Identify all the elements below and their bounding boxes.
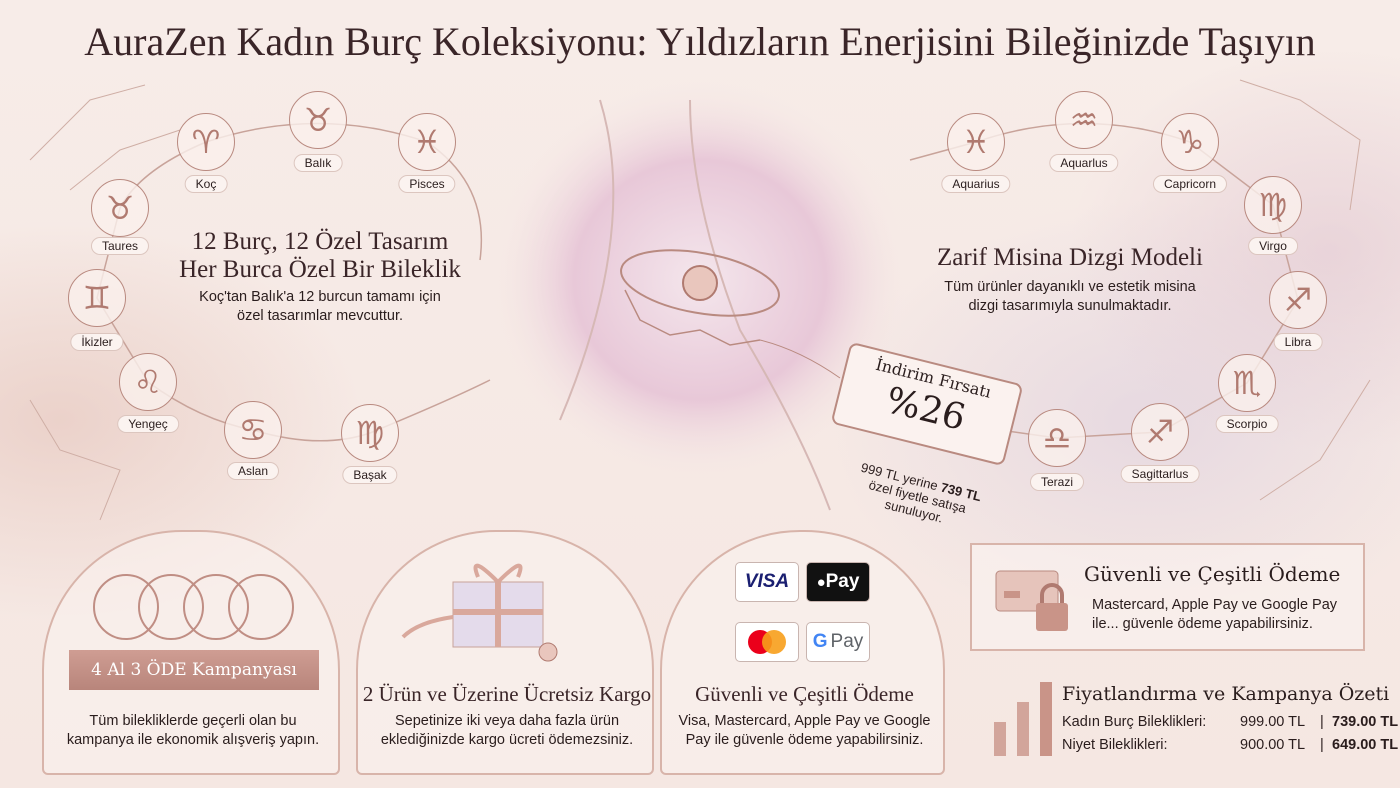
- pricing-row: Niyet Bileklikleri: 900.00 TL | 649.00 TL: [1062, 737, 1398, 757]
- apple-icon: ●: [816, 573, 826, 591]
- zodiac-sign-icon[interactable]: ♐︎: [1131, 403, 1189, 461]
- card-lock-icon: [995, 570, 1068, 631]
- pricing-row: Kadın Burç Bileklikleri: 999.00 TL | 739.00…: [1062, 714, 1398, 734]
- left-text-block: 12 Burç, 12 Özel Tasarım Her Burca Özel …: [160, 228, 480, 326]
- pricing-name: Niyet Bileklikleri:: [1062, 737, 1168, 753]
- payment-heading: Güvenli ve Çeşitli Ödeme: [695, 682, 914, 706]
- google-g-icon: G: [812, 631, 828, 652]
- payment-desc-2: Pay ile güvenle ödeme yapabilirsiniz.: [685, 732, 924, 748]
- zodiac-label: Taures: [90, 237, 150, 255]
- zodiac-sign-icon[interactable]: ♓︎: [398, 113, 456, 171]
- zodiac-label: Sagittarlus: [1120, 465, 1200, 483]
- shipping-heading: 2 Ürün ve Üzerine Ücretsiz Kargo: [362, 682, 652, 706]
- pricing-heading: Fiyatlandırma ve Kampanya Özeti: [1062, 683, 1390, 705]
- zodiac-label: Capricorn: [1152, 175, 1228, 193]
- zodiac-sign-icon[interactable]: ♊︎: [68, 269, 126, 327]
- campaign-card: 4 Al 3 ÖDE Kampanyası Tüm bilekliklerde …: [42, 530, 340, 775]
- zodiac-sign-icon[interactable]: ♍︎: [341, 404, 399, 462]
- zodiac-sign-icon[interactable]: ♍︎: [1244, 176, 1302, 234]
- zodiac-label: Yengeç: [117, 415, 179, 433]
- zodiac-sign-icon[interactable]: ♎︎: [1028, 409, 1086, 467]
- zodiac-sign-icon[interactable]: ♒︎: [1055, 91, 1113, 149]
- left-heading-1: 12 Burç, 12 Özel Tasarım: [191, 228, 449, 255]
- pricing-old: 999.00 TL: [1240, 714, 1306, 730]
- pricing-sep: |: [1320, 714, 1324, 730]
- zodiac-label: Koç: [184, 175, 228, 193]
- right-desc-2: dizgi tasarımıyla sunulmaktadır.: [968, 298, 1172, 314]
- zodiac-label: Aquarlus: [1049, 154, 1119, 172]
- payment-card: VISA ● Pay G Pay Güvenli ve Çeşitli Ödeme …: [660, 530, 945, 775]
- zodiac-sign-icon[interactable]: ♌︎: [119, 353, 177, 411]
- secure-heading: Güvenli ve Çeşitli Ödeme: [1084, 562, 1341, 586]
- apple-pay-logo: ● Pay: [806, 562, 870, 602]
- campaign-desc-1: Tüm bilekliklerde geçerli olan bu: [89, 713, 297, 729]
- zodiac-label: Virgo: [1248, 237, 1298, 255]
- secure-payment-box: Güvenli ve Çeşitli Ödeme Mastercard, App…: [970, 543, 1365, 651]
- secure-desc-2: ile... güvenle ödeme yapabilirsiniz.: [1092, 616, 1313, 632]
- zodiac-label: Libra: [1273, 333, 1323, 351]
- pricing-summary: Fiyatlandırma ve Kampanya Özeti Kadın Bu…: [990, 680, 1398, 760]
- payment-desc-1: Visa, Mastercard, Apple Pay ve Google: [678, 713, 931, 729]
- gift-box-icon: [401, 563, 558, 662]
- shipping-desc-1: Sepetinize iki veya daha fazla ürün: [394, 713, 620, 729]
- shipping-desc-2: eklediğinizde kargo ücreti ödemezsiniz.: [380, 732, 634, 748]
- zodiac-sign-icon[interactable]: ♈︎: [177, 113, 235, 171]
- zodiac-label: Terazi: [1029, 473, 1085, 491]
- zodiac-label: Aslan: [226, 462, 280, 480]
- zodiac-label: Başak: [342, 466, 398, 484]
- left-desc-2: özel tasarımlar mevcuttur.: [237, 308, 403, 324]
- zodiac-label: İkizler: [70, 333, 124, 351]
- zodiac-label: Pisces: [398, 175, 456, 193]
- visa-logo: VISA: [735, 562, 799, 602]
- campaign-desc-2: kampanya ile ekonomik alışveriş yapın.: [66, 732, 320, 748]
- right-heading: Zarif Misina Dizgi Modeli: [937, 244, 1203, 271]
- gpay-text: Pay: [830, 631, 864, 652]
- zodiac-sign-icon[interactable]: ♓︎: [947, 113, 1005, 171]
- zodiac-label: Aquarius: [941, 175, 1011, 193]
- google-pay-logo: G Pay: [806, 622, 870, 662]
- right-text-block: Zarif Misina Dizgi Modeli Tüm ürünler da…: [920, 244, 1220, 316]
- zodiac-sign-icon[interactable]: ♏︎: [1218, 354, 1276, 412]
- zodiac-sign-icon[interactable]: ♉︎: [289, 91, 347, 149]
- left-heading-2: Her Burca Özel Bir Bileklik: [179, 256, 461, 283]
- zodiac-sign-icon[interactable]: ♋︎: [224, 401, 282, 459]
- pricing-new: 739.00 TL: [1332, 714, 1399, 730]
- shipping-card: 2 Ürün ve Üzerine Ücretsiz Kargo Sepetin…: [356, 530, 654, 775]
- pricing-new: 649.00 TL: [1332, 737, 1399, 753]
- zodiac-sign-icon[interactable]: ♐︎: [1269, 271, 1327, 329]
- arm-outline: [559, 99, 831, 511]
- pricing-old: 900.00 TL: [1240, 737, 1306, 753]
- left-desc-1: Koç'tan Balık'a 12 burcun tamamı için: [199, 289, 441, 305]
- zodiac-sign-icon[interactable]: ♉︎: [91, 179, 149, 237]
- constellation-bracelet: [624, 289, 761, 346]
- charm: [682, 265, 718, 301]
- bar-chart-icon: [994, 682, 1052, 756]
- apple-pay-text: Pay: [825, 571, 860, 592]
- zodiac-sign-icon[interactable]: ♑︎: [1161, 113, 1219, 171]
- right-desc-1: Tüm ürünler dayanıklı ve estetik misina: [944, 279, 1196, 295]
- campaign-banner: 4 Al 3 ÖDE Kampanyası: [69, 650, 319, 690]
- page-title: AuraZen Kadın Burç Koleksiyonu: Yıldızla…: [84, 19, 1316, 64]
- bracelet: [620, 249, 780, 317]
- pricing-sep: |: [1320, 737, 1324, 753]
- mastercard-logo: [735, 622, 799, 662]
- zodiac-label: Scorpio: [1215, 415, 1279, 433]
- bracelets-illustration: [93, 574, 294, 640]
- secure-desc-1: Mastercard, Apple Pay ve Google Pay: [1092, 597, 1338, 613]
- pricing-name: Kadın Burç Bileklikleri:: [1062, 714, 1207, 730]
- zodiac-label: Balık: [293, 154, 343, 172]
